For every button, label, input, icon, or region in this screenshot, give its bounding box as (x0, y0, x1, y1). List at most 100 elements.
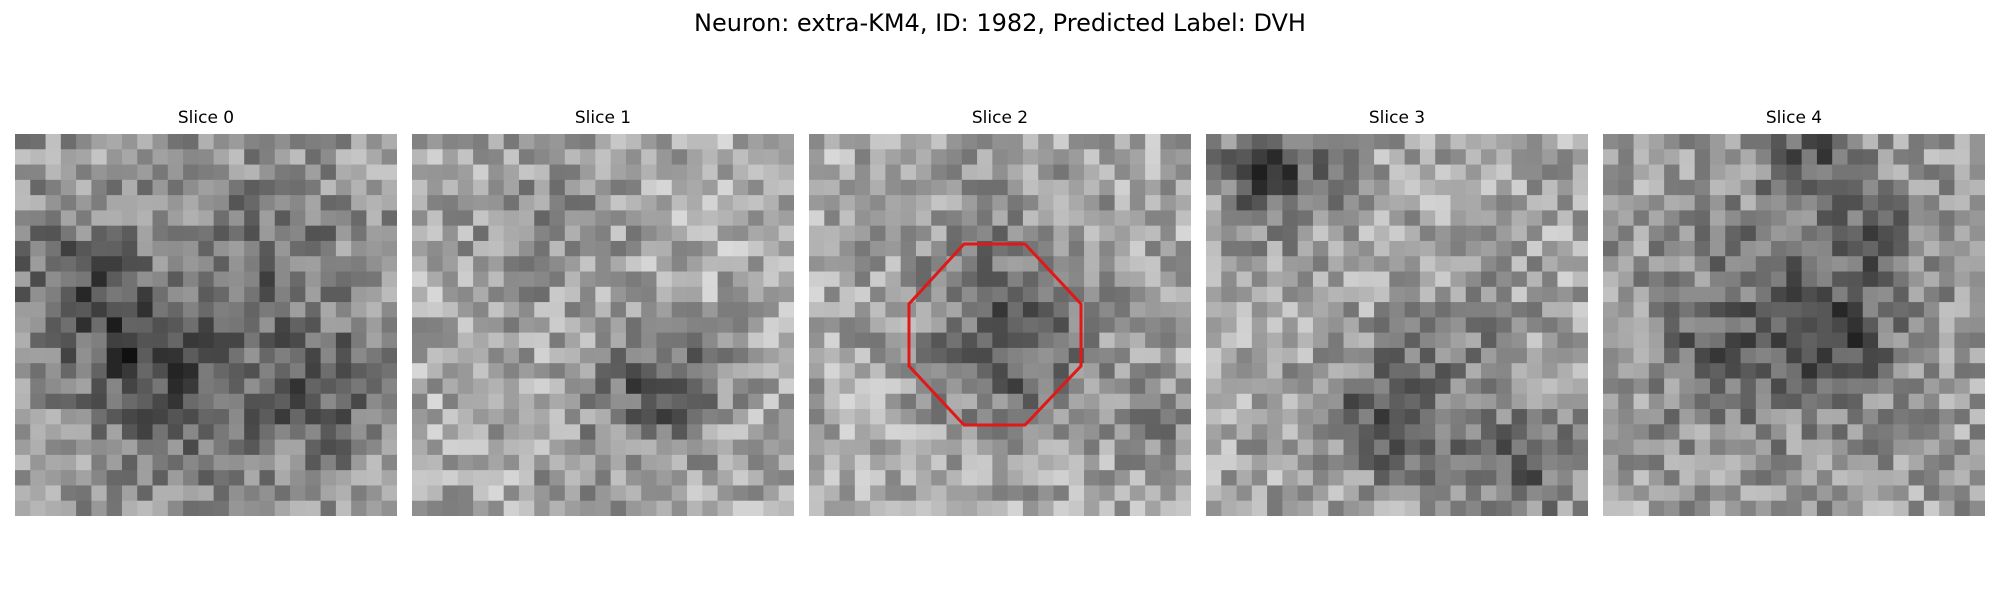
image-pixel (564, 454, 581, 471)
image-pixel (809, 164, 825, 181)
image-pixel (1496, 454, 1513, 471)
image-pixel (1893, 378, 1910, 395)
image-pixel (351, 240, 368, 257)
image-pixel (1236, 332, 1253, 349)
image-pixel (1755, 134, 1772, 150)
image-pixel (687, 256, 703, 273)
image-pixel (1084, 500, 1100, 516)
image-pixel (717, 454, 734, 471)
image-pixel (1206, 195, 1222, 211)
image-pixel (870, 195, 886, 211)
image-pixel (1816, 240, 1833, 257)
image-pixel (1939, 378, 1956, 395)
image-pixel (1145, 424, 1162, 441)
image-pixel (961, 470, 978, 487)
image-pixel (1847, 393, 1864, 410)
image-pixel (1709, 271, 1726, 288)
image-pixel (1129, 271, 1146, 288)
image-pixel (1114, 164, 1131, 181)
image-pixel (1374, 149, 1390, 166)
image-pixel (274, 195, 291, 211)
image-pixel (1435, 454, 1452, 471)
image-pixel (1099, 179, 1116, 196)
image-pixel (625, 195, 642, 211)
image-pixel (580, 134, 596, 150)
image-pixel (1725, 271, 1742, 288)
image-pixel (30, 317, 47, 334)
image-pixel (1648, 164, 1665, 181)
image-pixel (213, 393, 230, 410)
image-pixel (1145, 378, 1162, 395)
image-pixel (1725, 363, 1742, 380)
image-pixel (1084, 195, 1100, 211)
image-pixel (1328, 134, 1345, 150)
image-pixel (457, 210, 474, 227)
image-pixel (290, 470, 306, 487)
image-pixel (412, 485, 428, 502)
image-pixel (320, 485, 337, 502)
image-pixel (1908, 470, 1925, 487)
image-pixel (488, 500, 505, 516)
image-pixel (564, 485, 581, 502)
image-pixel (1908, 134, 1925, 150)
image-pixel (1893, 424, 1910, 441)
image-pixel (732, 363, 749, 380)
image-pixel (1114, 332, 1131, 349)
image-pixel (931, 149, 948, 166)
image-pixel (1832, 485, 1849, 502)
image-pixel (580, 454, 596, 471)
image-pixel (351, 439, 368, 456)
image-pixel (76, 286, 92, 303)
image-pixel (244, 393, 261, 410)
image-pixel (1954, 134, 1971, 150)
image-pixel (244, 470, 261, 487)
image-pixel (1618, 164, 1635, 181)
image-pixel (198, 302, 215, 318)
image-pixel (534, 409, 551, 425)
image-pixel (580, 485, 596, 502)
image-pixel (1832, 179, 1849, 196)
image-pixel (335, 393, 352, 410)
image-pixel (1786, 225, 1803, 242)
image-pixel (1374, 286, 1390, 303)
image-pixel (76, 485, 92, 502)
image-pixel (1328, 149, 1345, 166)
image-pixel (198, 164, 215, 181)
image-pixel (1755, 500, 1772, 516)
image-pixel (488, 286, 505, 303)
slice-title: Slice 2 (971, 108, 1029, 128)
image-pixel (503, 439, 520, 456)
image-pixel (915, 302, 932, 318)
image-pixel (1694, 409, 1711, 425)
image-pixel (1114, 195, 1131, 211)
image-pixel (1038, 210, 1055, 227)
image-pixel (152, 485, 169, 502)
image-pixel (457, 332, 474, 349)
image-pixel (717, 393, 734, 410)
image-pixel (290, 393, 306, 410)
image-pixel (1725, 179, 1742, 196)
image-pixel (1832, 363, 1849, 380)
image-pixel (1328, 332, 1345, 349)
image-pixel (1725, 485, 1742, 502)
image-pixel (1312, 347, 1329, 364)
image-pixel (839, 286, 856, 303)
image-pixel (183, 134, 199, 150)
image-pixel (748, 378, 765, 395)
image-pixel (503, 347, 520, 364)
image-pixel (1740, 149, 1757, 166)
image-pixel (1084, 393, 1100, 410)
image-pixel (1542, 225, 1559, 242)
image-pixel (1908, 332, 1925, 349)
image-pixel (213, 164, 230, 181)
image-pixel (1282, 271, 1299, 288)
image-pixel (320, 378, 337, 395)
image-pixel (1251, 210, 1268, 227)
image-pixel (198, 347, 215, 364)
image-pixel (1358, 485, 1375, 502)
image-pixel (580, 286, 596, 303)
image-pixel (625, 454, 642, 471)
image-pixel (503, 164, 520, 181)
image-pixel (1725, 240, 1742, 257)
image-pixel (1939, 409, 1956, 425)
